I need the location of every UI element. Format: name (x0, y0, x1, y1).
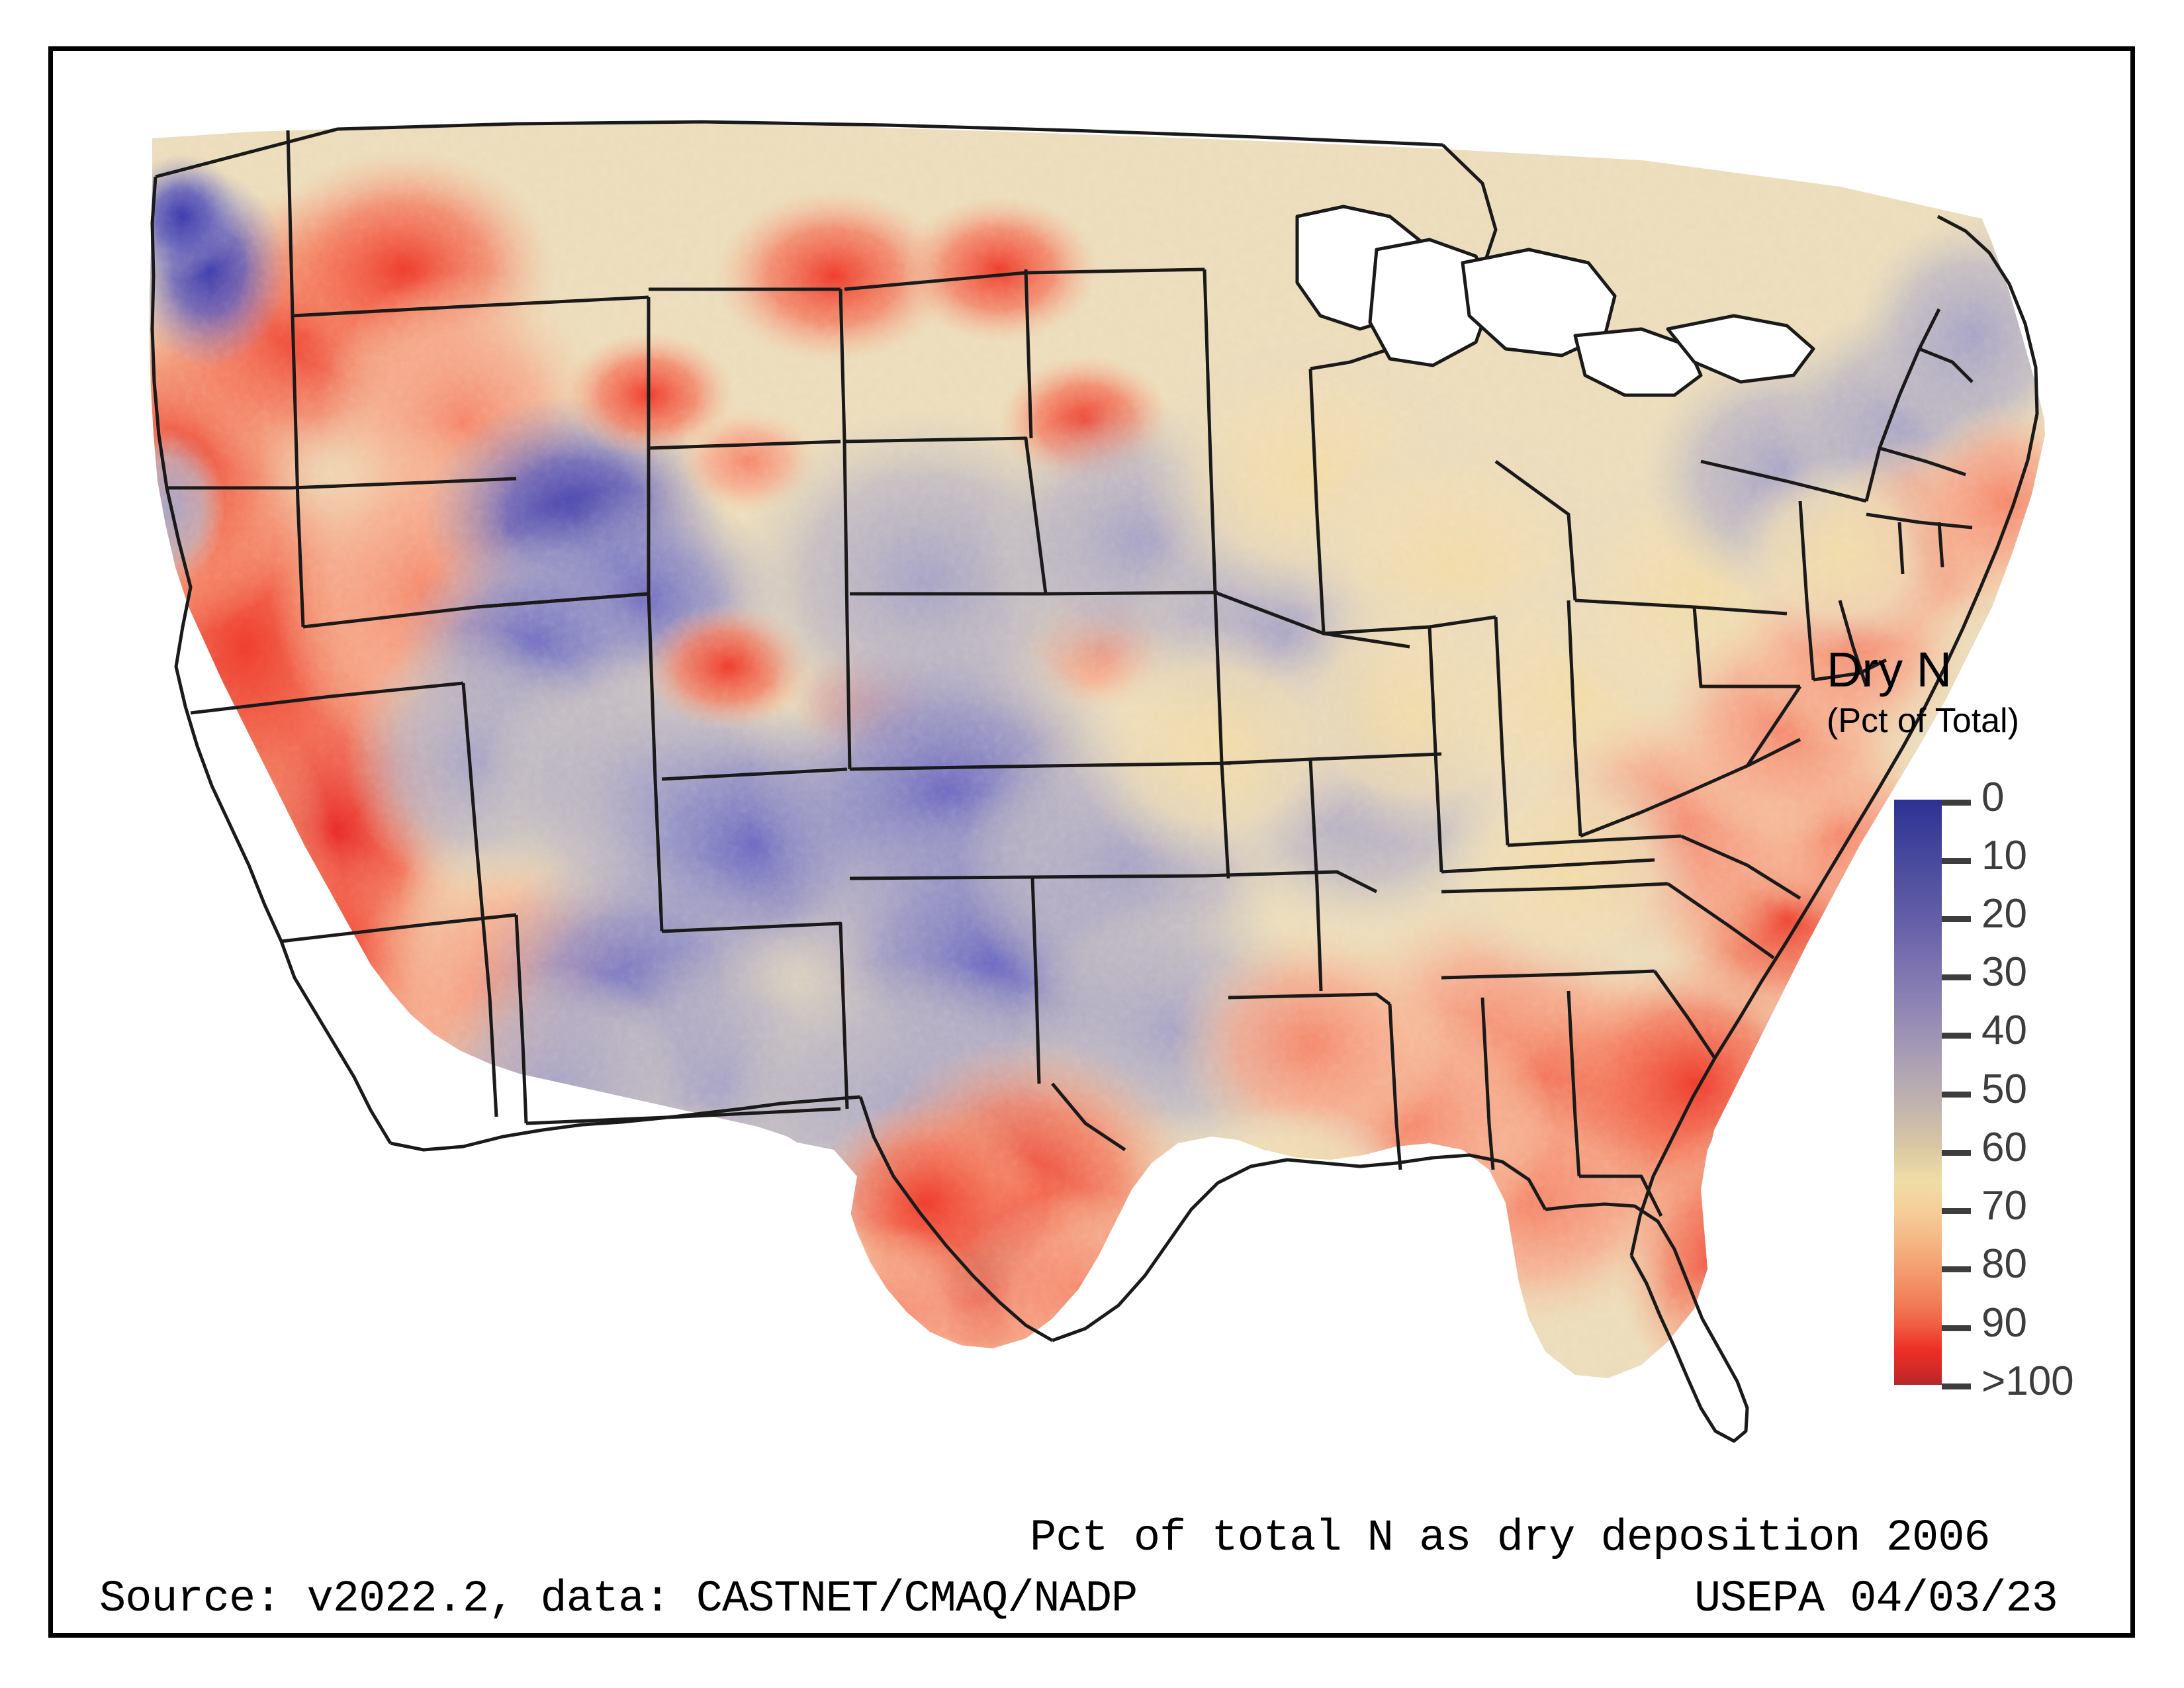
colorbar-label-30: 30 (1981, 949, 2027, 995)
colorbar-label-80: 80 (1981, 1241, 2027, 1287)
colorbar-tick (1942, 1092, 1971, 1098)
colorbar-tick (1942, 1150, 1971, 1156)
colorbar-label-10: 10 (1981, 833, 2027, 878)
colorbar-label-20: 20 (1981, 891, 2027, 937)
source-caption: Source: v2022.2, data: CASTNET/CMAQ/NADP (99, 1574, 1138, 1624)
colorbar-tick (1942, 858, 1971, 864)
colorbar-label-100: >100 (1981, 1358, 2074, 1404)
colorbar-label-50: 50 (1981, 1066, 2027, 1112)
legend-subtitle: (Pct of Total) (1827, 702, 2019, 740)
legend-title: Dry N (1827, 642, 1952, 697)
colorbar-tick (1942, 916, 1971, 922)
legend-block: Dry N (Pct of Total) (1827, 642, 2111, 740)
great-lakes (1295, 205, 1815, 397)
colorbar-container: 0 10 20 30 40 50 60 70 80 90 >100 (1894, 777, 2113, 1402)
colorbar-tick (1942, 800, 1971, 806)
colorbar-tick (1942, 1033, 1971, 1039)
us-choropleth-map (53, 51, 2130, 1494)
colorbar-label-70: 70 (1981, 1183, 2027, 1229)
colorbar-tick (1942, 1208, 1971, 1214)
colorbar-label-60: 60 (1981, 1125, 2027, 1170)
state-boundaries (150, 120, 2039, 1443)
colorbar-tick (1942, 974, 1971, 980)
colorbar-tick (1942, 1266, 1971, 1272)
agency-caption: USEPA 04/03/23 (1694, 1574, 2058, 1624)
map-plot-area (53, 51, 2130, 1494)
colorbar-gradient (1894, 800, 1942, 1385)
colorbar-label-0: 0 (1981, 774, 2005, 820)
colorbar-label-40: 40 (1981, 1008, 2027, 1053)
map-caption: Pct of total N as dry deposition 2006 (1030, 1513, 1991, 1564)
colorbar-label-90: 90 (1981, 1300, 2027, 1346)
colorbar-tick (1942, 1383, 1971, 1389)
colorbar-tick (1942, 1325, 1971, 1331)
